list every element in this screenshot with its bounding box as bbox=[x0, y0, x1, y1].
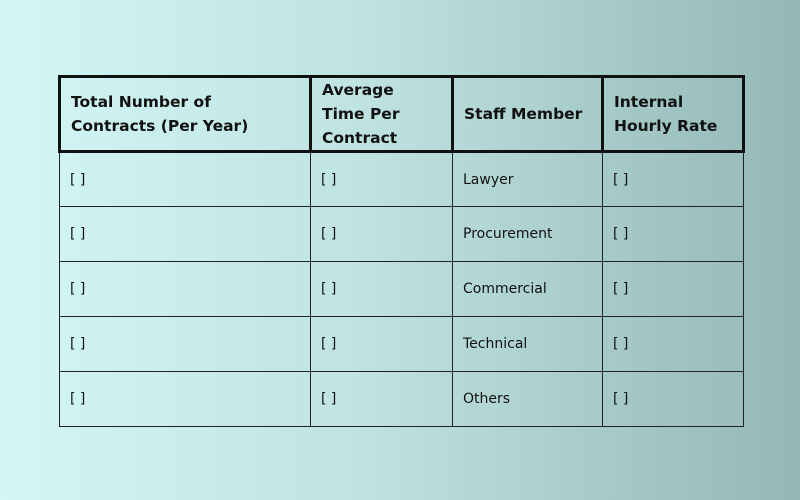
cell-hourly-rate: [ ] bbox=[602, 206, 744, 262]
header-average-time: Average Time Per Contract bbox=[309, 75, 454, 153]
header-hourly-rate: Internal Hourly Rate bbox=[601, 75, 745, 153]
cell-staff-member: Lawyer bbox=[452, 151, 603, 207]
table-row: [ ] [ ] Others [ ] bbox=[59, 371, 744, 427]
contracts-table-container: Total Number of Contracts (Per Year) Ave… bbox=[58, 75, 745, 427]
header-row: Total Number of Contracts (Per Year) Ave… bbox=[58, 75, 745, 153]
cell-total-contracts: [ ] bbox=[59, 206, 311, 262]
cell-average-time: [ ] bbox=[310, 261, 453, 317]
cell-average-time: [ ] bbox=[310, 371, 453, 427]
cell-staff-member: Technical bbox=[452, 316, 603, 372]
cell-staff-member: Commercial bbox=[452, 261, 603, 317]
cell-average-time: [ ] bbox=[310, 206, 453, 262]
cell-total-contracts: [ ] bbox=[59, 151, 311, 207]
table-row: [ ] [ ] Lawyer [ ] bbox=[59, 151, 744, 207]
cell-hourly-rate: [ ] bbox=[602, 371, 744, 427]
table-row: [ ] [ ] Commercial [ ] bbox=[59, 261, 744, 317]
cell-hourly-rate: [ ] bbox=[602, 316, 744, 372]
cell-hourly-rate: [ ] bbox=[602, 261, 744, 317]
header-total-contracts: Total Number of Contracts (Per Year) bbox=[58, 75, 312, 153]
cell-total-contracts: [ ] bbox=[59, 261, 311, 317]
cell-average-time: [ ] bbox=[310, 151, 453, 207]
cell-staff-member: Others bbox=[452, 371, 603, 427]
contracts-table: Total Number of Contracts (Per Year) Ave… bbox=[58, 75, 745, 427]
cell-staff-member: Procurement bbox=[452, 206, 603, 262]
cell-total-contracts: [ ] bbox=[59, 371, 311, 427]
cell-total-contracts: [ ] bbox=[59, 316, 311, 372]
cell-hourly-rate: [ ] bbox=[602, 151, 744, 207]
header-staff-member: Staff Member bbox=[451, 75, 604, 153]
table-row: [ ] [ ] Technical [ ] bbox=[59, 316, 744, 372]
cell-average-time: [ ] bbox=[310, 316, 453, 372]
table-row: [ ] [ ] Procurement [ ] bbox=[59, 206, 744, 262]
